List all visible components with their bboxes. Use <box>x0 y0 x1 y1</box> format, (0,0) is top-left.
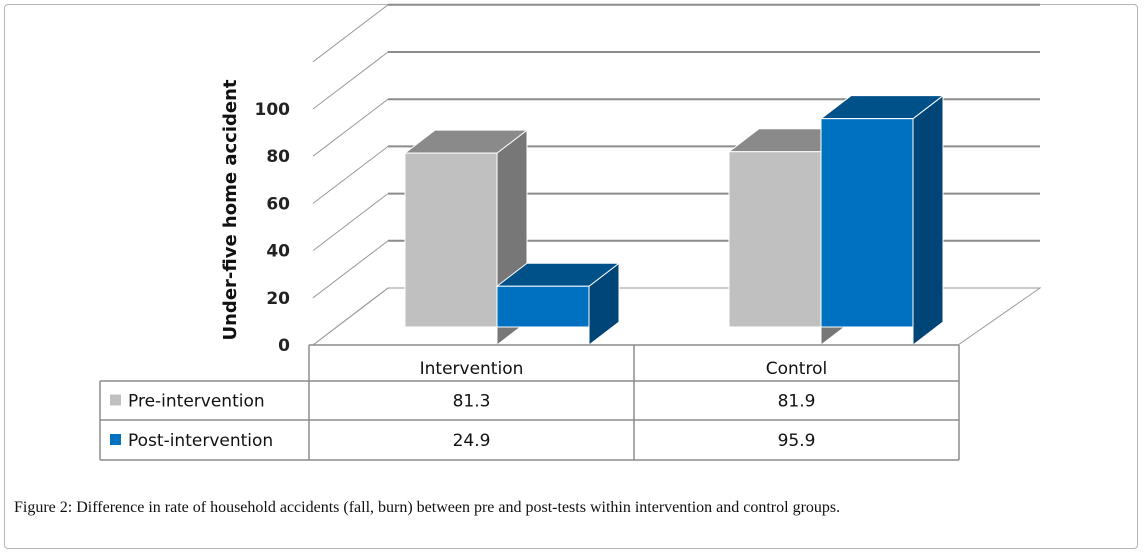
bar-front <box>728 151 822 328</box>
legend-entry: Pre-intervention <box>128 392 265 412</box>
data-label: 81.3 <box>453 392 491 412</box>
bar-front <box>496 285 590 328</box>
x-tick-label: Intervention <box>420 359 524 379</box>
y-axis-ticks: 0 20 40 60 80 100 <box>255 100 291 356</box>
gridline-side <box>312 146 389 204</box>
bar-front <box>404 152 498 328</box>
bar-intervention-post-intervention <box>495 262 621 347</box>
gridline-side <box>312 193 389 251</box>
y-tick-label: 20 <box>266 289 290 309</box>
y-tick-label: 60 <box>266 194 290 214</box>
y-tick-label: 100 <box>255 100 291 120</box>
legend-swatch <box>110 394 121 406</box>
data-table: Intervention Control Pre-intervention 81.3 8… <box>99 344 960 461</box>
y-tick-label: 40 <box>266 242 290 262</box>
gridline-side <box>312 98 389 157</box>
y-tick-label: 80 <box>266 147 290 167</box>
data-label: 81.9 <box>778 392 816 412</box>
caption-label: Figure 2: <box>14 499 73 516</box>
y-tick-label: 0 <box>278 336 290 356</box>
gridline-side <box>312 51 389 110</box>
figure-caption: Figure 2: Difference in rate of househol… <box>14 499 840 517</box>
y-axis-label: Under-five home accident <box>220 79 241 340</box>
bar-side <box>912 94 944 347</box>
gridline-side <box>312 240 389 299</box>
legend-entry: Post-intervention <box>128 431 273 451</box>
data-label: 24.9 <box>453 431 491 451</box>
legend-swatch <box>110 434 121 445</box>
bar-control-post-intervention <box>819 94 945 347</box>
data-label: 95.9 <box>778 431 816 451</box>
caption-text: Difference in rate of household accident… <box>76 499 841 516</box>
gridline-side <box>312 4 389 63</box>
bar-front <box>820 118 914 328</box>
x-tick-label: Control <box>766 359 827 379</box>
bars <box>403 94 945 347</box>
bar-chart: 0 20 40 60 80 100 Under-five home accident Inte… <box>99 3 1042 461</box>
